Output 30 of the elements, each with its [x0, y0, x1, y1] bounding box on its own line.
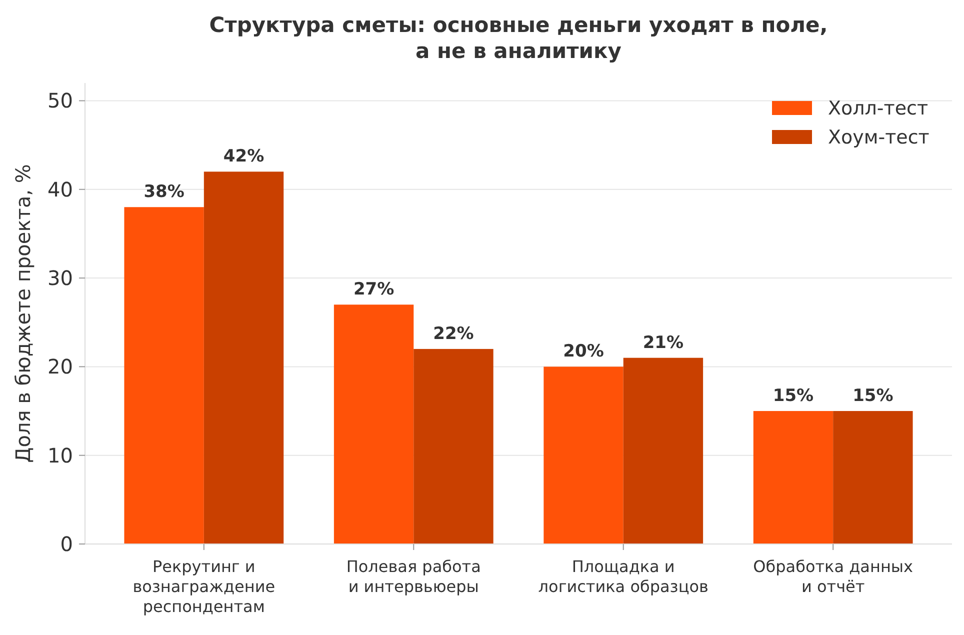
data-label: 22% — [433, 324, 474, 344]
legend-label: Хоум-тест — [828, 126, 930, 149]
data-label: 21% — [642, 332, 684, 353]
y-axis-title: Доля в бюджете проекта, % — [11, 164, 35, 463]
data-label: 20% — [563, 342, 604, 362]
chart-title: Структура сметы: основные деньги уходят в поле, а не в аналитику — [209, 13, 828, 63]
x-tick-label: Полевая работа и интервьюеры — [346, 557, 481, 596]
data-label: 38% — [144, 182, 184, 202]
data-label: 15% — [772, 386, 814, 406]
x-tick-label: Площадка и логистика образцов — [538, 557, 708, 596]
y-tick-label: 10 — [48, 443, 73, 468]
legend-label: Холл-тест — [828, 98, 928, 120]
y-tick-label: 0 — [60, 532, 73, 556]
bar — [833, 411, 913, 544]
bar — [124, 207, 204, 544]
bar — [544, 366, 624, 544]
bar — [334, 304, 414, 544]
bar — [414, 348, 494, 544]
bar — [623, 358, 704, 544]
y-tick-label: 50 — [48, 88, 73, 113]
x-tick-label: Рекрутинг и вознаграждение респондентам — [132, 557, 276, 616]
y-tick-label: 20 — [48, 354, 73, 379]
y-tick-label: 30 — [48, 266, 73, 290]
data-label: 42% — [223, 146, 264, 167]
bar — [204, 172, 284, 544]
data-label: 15% — [852, 386, 894, 406]
data-label: 27% — [353, 280, 394, 300]
x-tick-label: Обработка данных и отчёт — [753, 557, 914, 596]
y-tick-label: 40 — [48, 177, 73, 202]
bar — [753, 411, 834, 544]
